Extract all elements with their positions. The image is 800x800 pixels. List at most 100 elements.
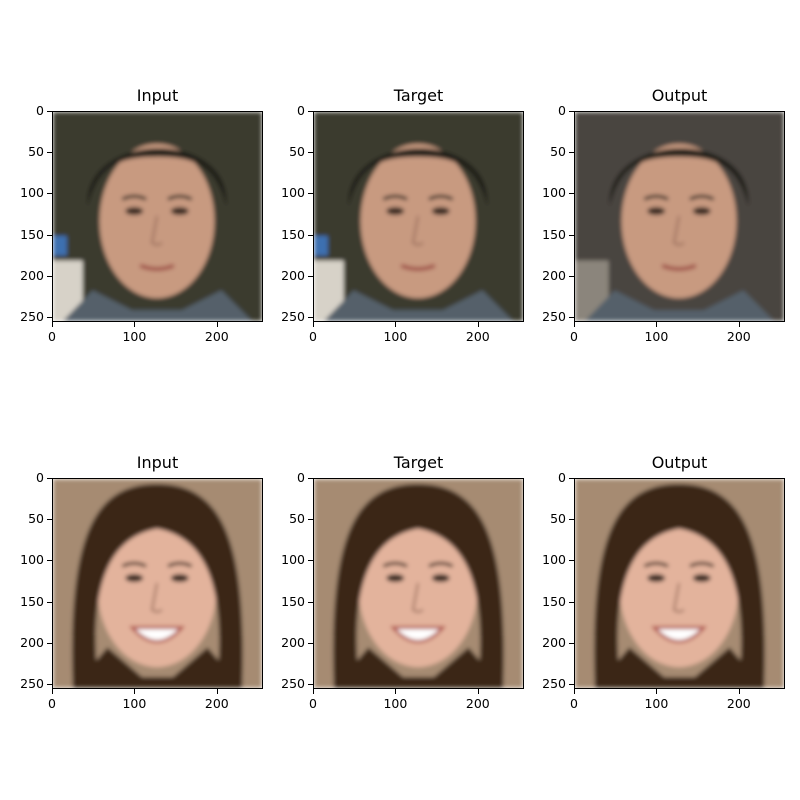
x-tick-label: 0 — [309, 696, 317, 711]
y-tick-label: 250 — [281, 676, 305, 692]
y-tick — [47, 152, 52, 154]
x-tick — [313, 322, 314, 327]
y-tick-label: 250 — [20, 676, 44, 692]
y-tick-label: 100 — [542, 185, 566, 201]
x-tick — [134, 322, 136, 327]
x-tick-label: 0 — [309, 329, 317, 344]
y-tick — [308, 234, 313, 236]
x-tick-label: 100 — [122, 329, 147, 344]
y-tick-label: 200 — [20, 267, 44, 283]
y-tick — [47, 684, 52, 686]
image-panel — [52, 478, 263, 689]
panel-title: Target — [393, 86, 444, 105]
x-tick-label: 200 — [465, 696, 490, 711]
x-tick — [52, 689, 53, 694]
y-tick — [569, 234, 574, 236]
y-tick — [47, 601, 52, 603]
y-tick — [569, 642, 574, 644]
y-tick-label: 0 — [297, 103, 305, 118]
y-tick — [569, 152, 574, 154]
y-tick-label: 150 — [281, 226, 305, 242]
y-tick — [569, 111, 574, 112]
image-panel — [313, 111, 524, 322]
y-tick-label: 50 — [289, 511, 305, 527]
y-tick-label: 50 — [550, 144, 566, 160]
x-tick-label: 100 — [383, 696, 408, 711]
x-tick — [477, 689, 479, 694]
x-tick — [574, 322, 575, 327]
x-tick — [216, 322, 218, 327]
y-tick-label: 200 — [281, 634, 305, 650]
x-tick-label: 200 — [465, 329, 490, 344]
y-tick-label: 250 — [542, 309, 566, 325]
y-tick — [569, 684, 574, 686]
reconstructed-face-man-image — [575, 112, 784, 321]
panel-title: Output — [651, 453, 708, 472]
x-tick-label: 200 — [204, 696, 229, 711]
x-tick-label: 0 — [570, 696, 578, 711]
y-tick-label: 150 — [20, 593, 44, 609]
y-tick — [569, 193, 574, 195]
y-tick — [47, 560, 52, 562]
y-tick — [308, 684, 313, 686]
x-tick — [134, 689, 136, 694]
y-tick — [569, 560, 574, 562]
y-tick — [569, 478, 574, 479]
x-tick-label: 0 — [48, 329, 56, 344]
blurred-face-woman-image — [53, 479, 262, 688]
y-tick-label: 100 — [281, 552, 305, 568]
image-panel — [313, 478, 524, 689]
y-tick — [308, 152, 313, 154]
y-tick-label: 50 — [28, 144, 44, 160]
y-tick-label: 100 — [20, 185, 44, 201]
y-tick — [47, 234, 52, 236]
y-tick — [569, 601, 574, 603]
image-panel — [52, 111, 263, 322]
y-tick — [308, 560, 313, 562]
y-tick-label: 250 — [542, 676, 566, 692]
y-tick — [308, 317, 313, 319]
reconstructed-face-woman-image — [575, 479, 784, 688]
x-tick-label: 0 — [48, 696, 56, 711]
y-tick-label: 100 — [542, 552, 566, 568]
y-tick-label: 100 — [281, 185, 305, 201]
y-tick-label: 200 — [542, 634, 566, 650]
x-tick — [216, 689, 218, 694]
y-tick-label: 150 — [542, 593, 566, 609]
y-tick — [308, 193, 313, 195]
y-tick — [47, 193, 52, 195]
y-tick-label: 150 — [542, 226, 566, 242]
x-tick — [738, 689, 740, 694]
y-tick-label: 0 — [36, 103, 44, 118]
x-tick-label: 200 — [204, 329, 229, 344]
y-tick — [47, 317, 52, 319]
y-tick — [47, 478, 52, 479]
y-tick-label: 0 — [558, 103, 566, 118]
x-tick-label: 100 — [644, 696, 669, 711]
y-tick-label: 250 — [20, 309, 44, 325]
y-tick — [47, 642, 52, 644]
x-tick — [313, 689, 314, 694]
x-tick-label: 200 — [726, 696, 751, 711]
blurred-face-man-image — [53, 112, 262, 321]
x-tick-label: 0 — [570, 329, 578, 344]
panel-title: Input — [136, 453, 179, 472]
y-tick — [47, 519, 52, 521]
y-tick — [308, 275, 313, 277]
panel-title: Output — [651, 86, 708, 105]
y-tick-label: 200 — [20, 634, 44, 650]
face-woman-image — [314, 479, 523, 688]
y-tick-label: 150 — [20, 226, 44, 242]
x-tick — [395, 689, 397, 694]
x-tick — [656, 689, 658, 694]
y-tick-label: 50 — [28, 511, 44, 527]
x-tick — [395, 322, 397, 327]
panel-title: Target — [393, 453, 444, 472]
image-panel — [574, 478, 785, 689]
face-man-image — [314, 112, 523, 321]
x-tick-label: 100 — [644, 329, 669, 344]
y-tick-label: 100 — [20, 552, 44, 568]
x-tick — [738, 322, 740, 327]
y-tick — [308, 642, 313, 644]
y-tick — [308, 601, 313, 603]
